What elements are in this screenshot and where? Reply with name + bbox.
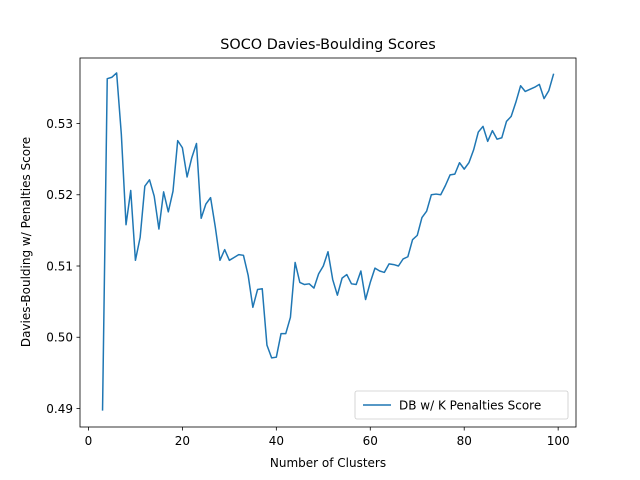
legend-box [354,390,569,420]
legend-label: DB w/ K Penalties Score [399,398,541,412]
plot-area: 0 20 40 60 80 100 0.49 0.50 0.51 0.52 0.53 [46,57,577,448]
y-tick-label: 0.51 [46,259,73,273]
x-tick-label: 80 [457,434,472,448]
y-tick-label: 0.50 [46,331,73,345]
x-axis-title: Number of Clusters [270,456,386,470]
y-tick-label: 0.53 [46,117,73,131]
x-tick-label: 60 [363,434,378,448]
chart-title: SOCO Davies-Boulding Scores [220,37,435,53]
x-tick-label: 100 [547,434,570,448]
y-tick-label: 0.52 [46,188,73,202]
axes-frame [79,57,577,428]
y-tick-label: 0.49 [46,402,73,416]
legend: DB w/ K Penalties Score [354,390,569,420]
x-tick-label: 20 [175,434,190,448]
series-line-0 [101,72,555,411]
x-tick-label: 0 [85,434,93,448]
y-axis-title: Davies-Boulding w/ Penalties Score [19,137,33,347]
x-tick-label: 40 [269,434,284,448]
